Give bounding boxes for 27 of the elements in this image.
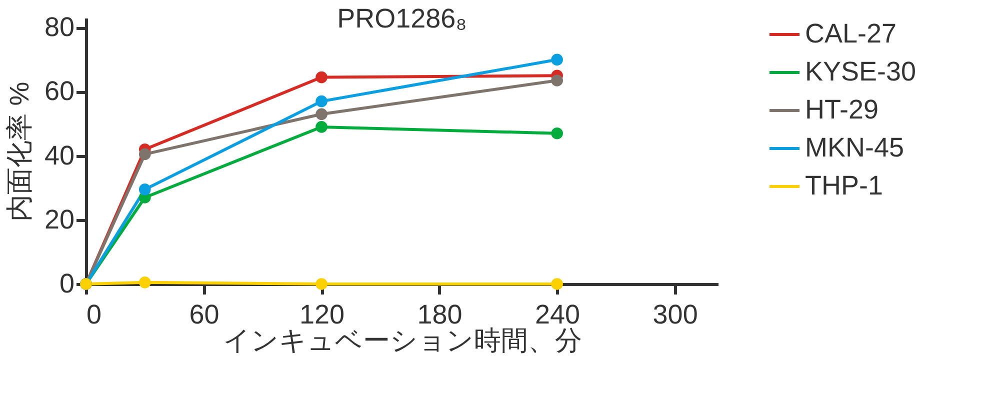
- x-tick-label: 300: [652, 300, 698, 330]
- point: [551, 278, 563, 290]
- point: [138, 148, 151, 160]
- point: [316, 95, 328, 108]
- legend-label: THP-1: [805, 170, 884, 200]
- point: [316, 278, 328, 290]
- point: [316, 121, 328, 133]
- chart-title: PRO1286₈: [337, 4, 467, 34]
- x-tick-label: 0: [86, 300, 102, 330]
- point: [316, 71, 328, 84]
- y-tick-label: 80: [44, 12, 74, 42]
- y-tick-label: 0: [59, 268, 74, 298]
- point: [551, 127, 563, 140]
- legend-label: CAL-27: [805, 18, 897, 48]
- point: [138, 276, 151, 288]
- point: [551, 74, 563, 86]
- legend-label: KYSE-30: [805, 56, 916, 86]
- legend-label: MKN-45: [805, 132, 904, 162]
- y-axis-title: 内面化率 %: [4, 82, 34, 222]
- point: [138, 184, 151, 196]
- y-tick-label: 60: [44, 76, 74, 106]
- y-tick-label: 40: [44, 140, 74, 170]
- legend-label: HT-29: [805, 94, 879, 124]
- y-tick-label: 20: [44, 204, 74, 234]
- x-tick-label: 60: [189, 300, 220, 330]
- point: [316, 108, 328, 120]
- point: [551, 54, 563, 66]
